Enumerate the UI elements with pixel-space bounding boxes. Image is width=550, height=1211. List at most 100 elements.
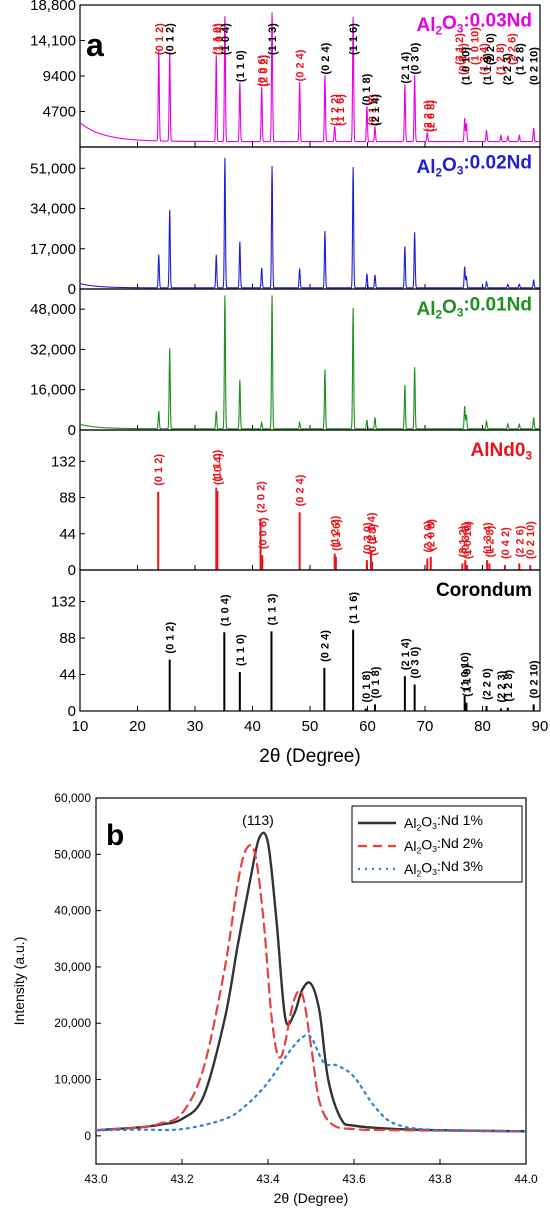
legend-label-nd001-part: 2 <box>435 309 442 322</box>
legend-label-nd003-part: 2 <box>435 25 442 38</box>
legend-label-nd001-part: :0.01Nd <box>463 295 532 316</box>
xrd-trace-nd001 <box>79 295 540 430</box>
peak-hkl-label: (0 1 2) <box>154 23 166 55</box>
legend-label-nd001-part: O <box>442 297 457 318</box>
hkl-label: (1 1 9) <box>461 665 473 697</box>
panel-letter: b <box>106 819 124 852</box>
peak-hkl-label: (2 2 0) <box>485 33 497 65</box>
peak-hkl-label: (2 1 4) <box>400 51 412 83</box>
peak-hkl-label: (1 1 3) <box>267 23 279 55</box>
hkl-label: (0 2 4) <box>319 630 331 662</box>
hkl-label: (1 1 6) <box>331 519 343 551</box>
panel-b: 0 10,000 20,000 30,000 40,000 50,000 60,000 43.… <box>11 791 538 1206</box>
hkl-label: (1 0 4) <box>212 453 224 485</box>
hkl-label: (2 1 4) <box>366 512 378 544</box>
hkl-label: (2 2 3) <box>496 670 508 702</box>
hkl-label: (1 3 4) <box>482 522 494 554</box>
peak-hkl-label: (2 2 3) <box>502 53 514 85</box>
x-tick-label: 43.2 <box>170 1172 194 1186</box>
y-tick-label: 0 <box>68 422 76 439</box>
peak-hkl-label: (3 1 2) <box>454 33 466 65</box>
panel-a: 4700940014,10018,800Al2O3:0.03Nd017,0003… <box>30 0 548 767</box>
hkl-label: (0 2 10) <box>525 521 537 559</box>
legend-label-nd2-part: Al <box>404 838 416 854</box>
y-tick-label: 17,000 <box>30 241 76 258</box>
curve-nd2 <box>94 844 528 1133</box>
hkl-label: (0 3 0) <box>362 522 374 554</box>
hkl-label: (0 1 8) <box>370 666 382 698</box>
legend-label-nd3-part: 3 <box>432 867 437 877</box>
hkl-label: (1 1 6) <box>348 592 360 624</box>
legend-label-nd002-part: 3 <box>457 164 464 177</box>
legend-label-nd002-part: 2 <box>435 167 442 180</box>
legend-box <box>351 805 523 883</box>
legend-label-nd2-part: O <box>421 836 432 852</box>
legend-label-alndo3-part: AlNd0 <box>471 440 526 461</box>
peak-hkl-label: (0 3 6) <box>457 43 469 75</box>
subplot-nd003: 4700 9400 14,100 18,800 Al2O3:0.03Nd <box>30 0 541 148</box>
y-tick-label: 16,000 <box>30 382 76 399</box>
xrd-trace-nd002 <box>79 157 540 289</box>
legend-label-nd001-part: 3 <box>457 306 464 319</box>
hkl-label: (0 1 8) <box>361 670 373 702</box>
hkl-label: (0 1 2) <box>165 621 177 653</box>
x-tick-label: 60 <box>359 718 376 735</box>
y-tick-label: 132 <box>51 453 76 470</box>
hkl-label: (3 1 2) <box>457 525 469 557</box>
x-tick-label: 20 <box>129 718 146 735</box>
y-tick-label: 14,100 <box>30 33 76 50</box>
peak-hkl-label: (1 0 10) <box>469 27 481 65</box>
legend-label-nd1: Al2O3:Nd 1% <box>404 812 483 833</box>
legend-label-nd002-part: Al <box>416 157 435 178</box>
legend-label-nd001-part: Al <box>416 299 435 320</box>
hkl-label: (1 1 3) <box>266 593 278 625</box>
y-tick-label: 32,000 <box>30 341 76 358</box>
hkl-label: (0 3 6) <box>460 522 472 554</box>
legend-label-nd1-part: :Nd 1% <box>437 812 483 828</box>
hkl-label: (0 2 4) <box>295 474 307 506</box>
legend-label-corundum: Corondum <box>436 580 532 601</box>
peak-hkl-label: (1 2 8) <box>495 43 507 75</box>
peak-hkl-label: (2 1 4) <box>370 94 382 126</box>
peak-hkl-label: (1 0 4) <box>214 23 226 55</box>
peak-hkl-label: (0 2 4) <box>320 42 332 74</box>
peak-hkl-label: (0 1 8) <box>361 73 373 105</box>
peak-hkl-label: (1 1 9) <box>482 53 494 85</box>
hkl-label: (1 1 0) <box>211 450 223 482</box>
legend-label-nd003: Al2O3:0.03Nd <box>416 11 532 38</box>
legend-label-nd003-part: 3 <box>457 22 464 35</box>
peak-hkl-label: (1 0 4) <box>220 23 232 55</box>
peak-hkl-label: (1 1 0) <box>211 23 223 55</box>
x-axis-title: 2θ (Degree) <box>259 746 360 767</box>
y-tick-label: 9400 <box>43 68 76 85</box>
x-tick-label: 30 <box>187 718 204 735</box>
y-tick-label: 18,800 <box>30 0 76 14</box>
peak-hkl-label: (1 3 4) <box>479 43 491 75</box>
legend-label-nd003-part: Al <box>416 15 435 36</box>
peak-113-label: (113) <box>242 812 274 828</box>
x-tick-label: 90 <box>532 718 549 735</box>
y-tick-label: 44 <box>59 526 76 543</box>
y-tick-label: 40,000 <box>54 904 91 918</box>
subplot-nd002: 0 17,000 34,000 51,000 Al2O3:0.02Nd <box>30 146 541 298</box>
peak-hkl-label: (2 2 6) <box>506 33 518 65</box>
peak-hkl-label: (0 1 2) <box>165 23 177 55</box>
legend-label-nd003-part: :0.03Nd <box>463 11 532 32</box>
hkl-label: (1 2 2) <box>330 515 342 547</box>
curve-nd3 <box>94 1033 528 1133</box>
hkl-label: (2 0 8) <box>426 519 438 551</box>
hkl-label: (1 0 10) <box>460 652 472 690</box>
x-tick-label: 70 <box>417 718 434 735</box>
y-tick-label: 132 <box>51 594 76 611</box>
legend-label-nd3-part: 2 <box>416 869 421 879</box>
y-tick-label: 48,000 <box>30 301 76 318</box>
hkl-label: (2 2 0) <box>422 520 434 552</box>
peak-hkl-label: (2 0 2) <box>258 54 270 86</box>
subplot-corundum: 0 44 88 132 (0 1 2) (1 0 4) (1 1 0) (1 1 3) (0 2… <box>51 569 541 720</box>
hkl-label: (1 0 10) <box>462 521 474 559</box>
curve-nd1 <box>94 831 528 1133</box>
hkl-label: (0 2 10) <box>529 660 541 698</box>
legend-label-nd3-part: O <box>421 859 432 875</box>
